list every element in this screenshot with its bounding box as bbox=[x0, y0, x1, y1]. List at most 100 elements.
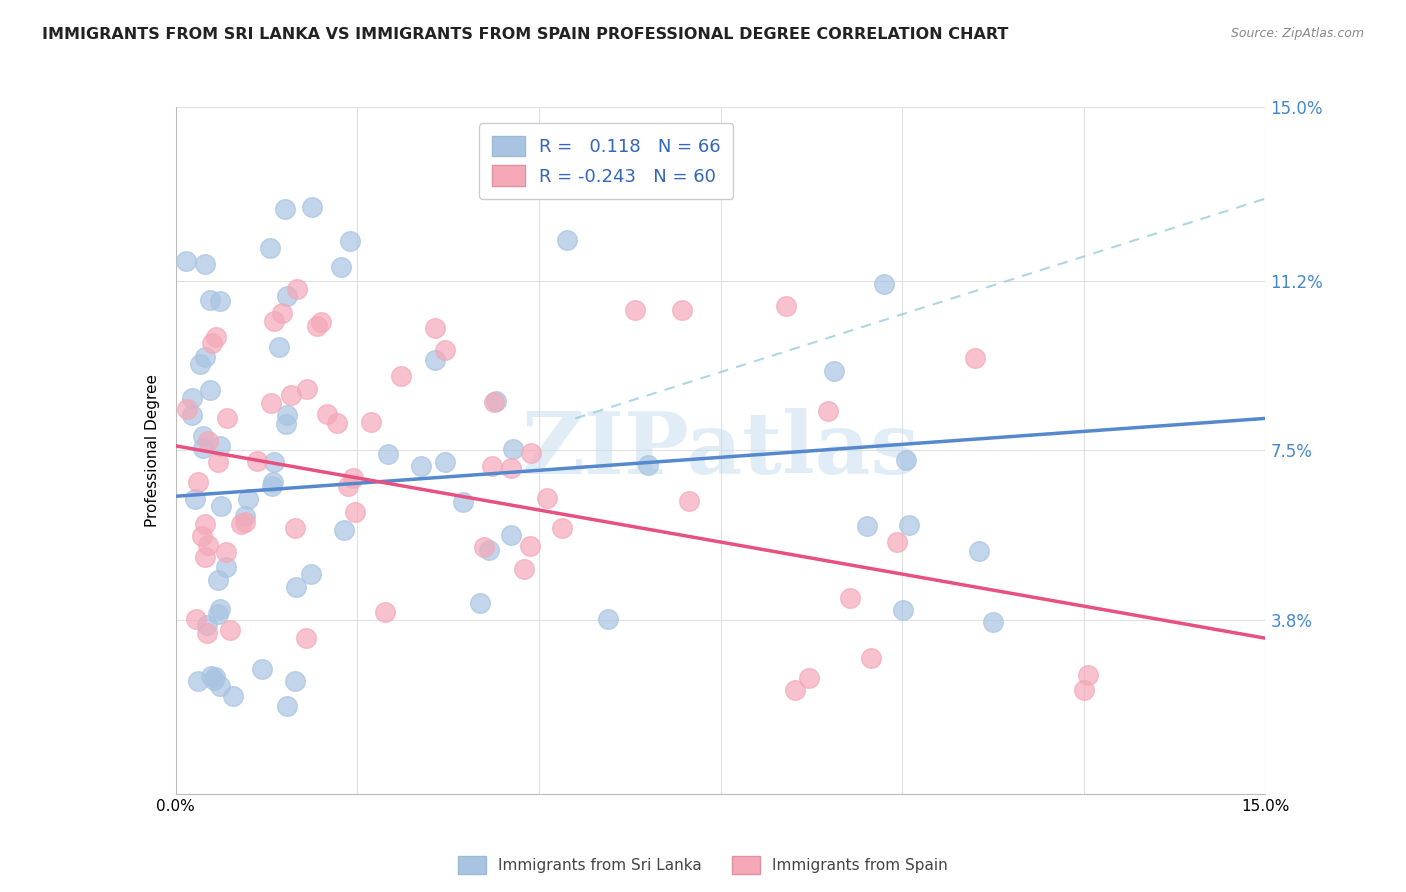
Point bbox=[891, 603, 914, 617]
Point bbox=[678, 493, 700, 508]
Point bbox=[536, 491, 558, 505]
Point bbox=[191, 429, 214, 443]
Point bbox=[260, 396, 283, 410]
Point bbox=[374, 605, 396, 619]
Point bbox=[519, 539, 541, 553]
Point bbox=[481, 459, 503, 474]
Point bbox=[499, 528, 522, 542]
Point bbox=[333, 523, 356, 537]
Point bbox=[823, 364, 845, 378]
Point bbox=[201, 335, 224, 350]
Point bbox=[963, 351, 986, 365]
Point bbox=[276, 409, 298, 423]
Legend: R =   0.118   N = 66, R = -0.243   N = 60: R = 0.118 N = 66, R = -0.243 N = 60 bbox=[479, 123, 734, 199]
Point bbox=[195, 625, 218, 640]
Point bbox=[409, 458, 432, 473]
Point bbox=[775, 299, 797, 313]
Point bbox=[229, 517, 252, 532]
Point bbox=[284, 580, 307, 594]
Point bbox=[183, 491, 205, 506]
Point bbox=[250, 662, 273, 676]
Point bbox=[198, 383, 221, 397]
Point bbox=[339, 234, 361, 248]
Point bbox=[309, 315, 332, 329]
Point bbox=[671, 302, 693, 317]
Point bbox=[217, 411, 239, 425]
Point bbox=[262, 475, 284, 489]
Point bbox=[1077, 668, 1099, 682]
Point bbox=[263, 455, 285, 469]
Point bbox=[276, 699, 298, 714]
Point bbox=[215, 560, 238, 574]
Point bbox=[499, 460, 522, 475]
Point bbox=[267, 340, 290, 354]
Point bbox=[197, 434, 219, 449]
Point bbox=[187, 674, 209, 689]
Point bbox=[886, 534, 908, 549]
Point bbox=[342, 471, 364, 485]
Point bbox=[502, 442, 524, 456]
Point bbox=[187, 475, 209, 489]
Point bbox=[208, 602, 231, 616]
Point bbox=[637, 458, 659, 473]
Point bbox=[981, 615, 1004, 629]
Point bbox=[520, 446, 543, 460]
Point bbox=[389, 369, 412, 384]
Point bbox=[624, 302, 647, 317]
Point bbox=[205, 330, 228, 344]
Point bbox=[280, 387, 302, 401]
Point bbox=[263, 314, 285, 328]
Point bbox=[423, 353, 446, 368]
Point bbox=[209, 499, 232, 513]
Point bbox=[307, 319, 329, 334]
Point bbox=[377, 447, 399, 461]
Point bbox=[284, 521, 307, 535]
Point bbox=[246, 454, 269, 468]
Point bbox=[233, 515, 256, 529]
Point bbox=[197, 538, 219, 552]
Point bbox=[551, 521, 574, 535]
Point bbox=[873, 277, 896, 292]
Point bbox=[299, 567, 322, 582]
Point bbox=[433, 455, 456, 469]
Point bbox=[1073, 683, 1095, 698]
Point bbox=[174, 254, 197, 268]
Point bbox=[276, 417, 298, 431]
Point bbox=[194, 517, 217, 532]
Point bbox=[259, 241, 281, 255]
Point bbox=[219, 624, 242, 638]
Point bbox=[181, 391, 204, 405]
Point bbox=[423, 321, 446, 335]
Point bbox=[194, 350, 217, 364]
Point bbox=[894, 453, 917, 467]
Point bbox=[233, 509, 256, 524]
Text: Source: ZipAtlas.com: Source: ZipAtlas.com bbox=[1230, 27, 1364, 40]
Point bbox=[209, 439, 232, 453]
Point bbox=[208, 294, 231, 309]
Point bbox=[897, 518, 920, 533]
Point bbox=[202, 673, 225, 687]
Point bbox=[336, 479, 359, 493]
Point bbox=[215, 545, 238, 559]
Point bbox=[301, 200, 323, 214]
Point bbox=[478, 543, 501, 558]
Point bbox=[285, 281, 308, 295]
Legend: Immigrants from Sri Lanka, Immigrants from Spain: Immigrants from Sri Lanka, Immigrants fr… bbox=[453, 850, 953, 880]
Point bbox=[191, 529, 214, 543]
Point bbox=[325, 417, 347, 431]
Point bbox=[470, 596, 492, 610]
Point bbox=[295, 382, 318, 396]
Point bbox=[967, 544, 990, 558]
Point bbox=[193, 549, 215, 564]
Point bbox=[295, 631, 318, 645]
Point bbox=[783, 682, 806, 697]
Point bbox=[222, 689, 245, 703]
Point bbox=[453, 495, 475, 509]
Text: ZIPatlas: ZIPatlas bbox=[522, 409, 920, 492]
Point bbox=[557, 234, 579, 248]
Point bbox=[856, 518, 879, 533]
Point bbox=[276, 288, 298, 302]
Point bbox=[482, 395, 505, 409]
Point bbox=[271, 305, 294, 319]
Point bbox=[236, 491, 259, 506]
